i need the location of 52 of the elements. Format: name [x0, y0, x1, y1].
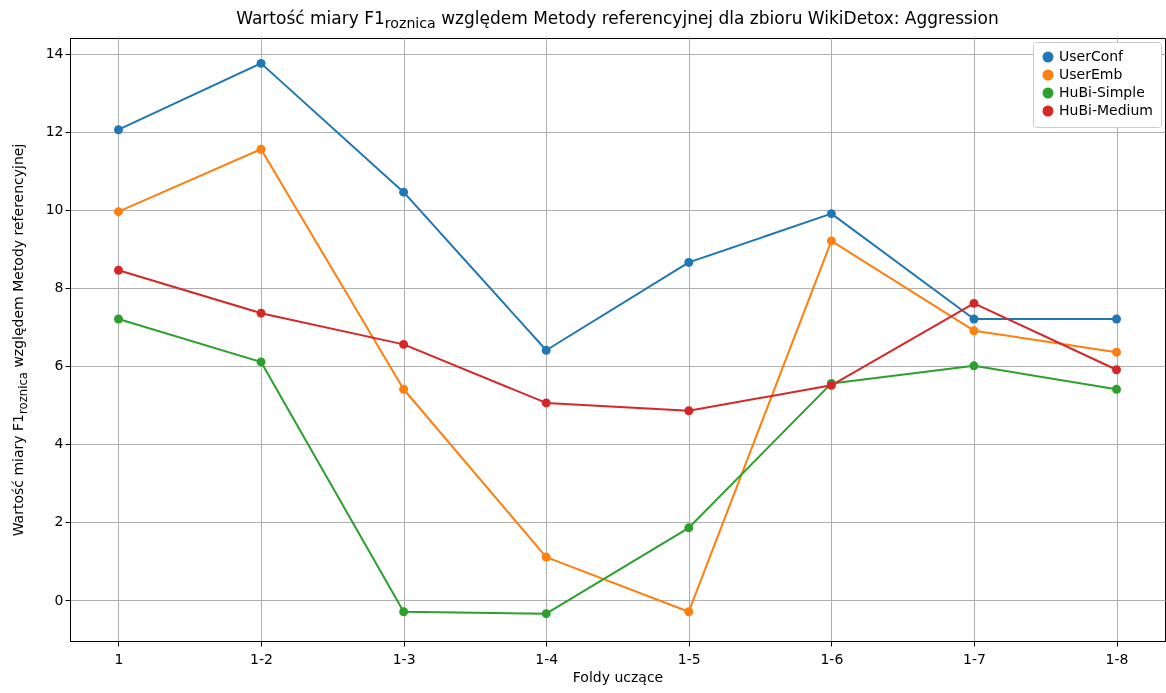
point	[399, 339, 409, 349]
point	[256, 144, 266, 154]
point	[969, 314, 979, 324]
point	[114, 314, 123, 324]
point	[399, 384, 409, 394]
point	[541, 552, 551, 562]
y-tick-label: 12	[45, 123, 64, 140]
x-tick-label: 1-7	[963, 650, 986, 667]
chart-title: Wartość miary F1$_{roznica}$ względem Metody referencyjnej dla zbioru WikiDetox: Aggression	[235, 8, 1000, 32]
legend-label: UserConf	[1059, 48, 1125, 64]
legend-label: HuBi-Medium	[1059, 102, 1153, 118]
y-tick-label: 6	[54, 357, 64, 374]
x-tick-label: 1	[114, 650, 124, 667]
point	[684, 607, 694, 617]
point	[684, 523, 694, 533]
y-tick-label: 2	[54, 513, 64, 530]
x-tick-label: 1-6	[820, 650, 844, 667]
y-tick-label: 8	[54, 279, 64, 296]
point	[826, 236, 836, 246]
legend-label: HuBi-Simple	[1059, 84, 1145, 100]
point	[1112, 314, 1121, 324]
y-tick-label: 14	[45, 45, 64, 62]
point	[1112, 384, 1121, 394]
x-tick-label: 1-8	[1105, 650, 1129, 667]
point	[969, 298, 979, 308]
x-tick-label: 1-5	[677, 650, 701, 667]
point	[826, 209, 836, 219]
y-tick-label: 0	[54, 591, 64, 608]
point	[114, 207, 123, 217]
point	[541, 609, 551, 619]
y-tick-label: 4	[54, 435, 64, 452]
point	[541, 345, 551, 355]
point	[684, 406, 694, 416]
point	[684, 257, 694, 267]
point	[256, 357, 266, 367]
x-tick-label: 1-4	[535, 650, 559, 667]
point	[399, 187, 409, 197]
point	[114, 265, 123, 275]
point	[256, 308, 266, 318]
point	[969, 361, 979, 371]
point	[1112, 365, 1121, 375]
x-axis-title: Foldy uczące	[572, 668, 664, 685]
x-tick-label: 1-3	[392, 650, 416, 667]
point	[541, 398, 551, 408]
point	[256, 58, 266, 68]
y-tick-label: 10	[45, 201, 64, 218]
legend-label: UserEmb	[1059, 66, 1123, 82]
point	[114, 125, 123, 135]
point	[399, 607, 409, 617]
point	[969, 326, 979, 336]
point	[1112, 347, 1121, 357]
x-tick-label: 1-2	[250, 650, 273, 667]
